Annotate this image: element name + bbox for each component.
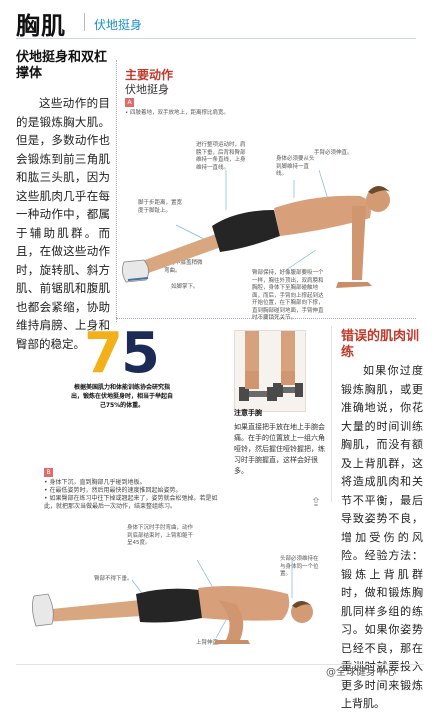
- header-rule: [16, 38, 416, 39]
- header-separator: [84, 13, 85, 31]
- main-action-subtitle: 伏地挺身: [125, 83, 169, 96]
- share-icon[interactable]: ⇪: [311, 495, 322, 509]
- pushup-bottom-figure: [32, 560, 313, 644]
- annotation-feet: 脚于步距离，置宽度于脚趾上。: [138, 200, 183, 214]
- shoe: [122, 259, 149, 283]
- page-subtitle: 伏地挺身: [94, 18, 143, 32]
- annotation-head: 头部必须维持在与身体同一个位置。: [280, 556, 319, 577]
- wrist-tip-photo: [234, 330, 306, 412]
- section-divider-vertical: [116, 60, 117, 322]
- column-divider: [331, 326, 332, 502]
- legs: [134, 234, 224, 276]
- intro-body: 这些动作的目的是锻炼胸大肌。但是，多数动作也会锻炼到前三角肌和肱三头肌，因为这些…: [16, 96, 110, 351]
- arm: [352, 206, 366, 280]
- dumbbell-photo: [239, 331, 303, 401]
- torso: [274, 195, 371, 236]
- wrong-training-body: 如果你过度锻炼胸肌，或更准确地说，你花大量的时间训练胸肌，而没有额及上背肌群，这…: [341, 364, 423, 710]
- watermark: @全球健身中心: [326, 667, 396, 678]
- annotation-arms: 手臂必须伸直。: [314, 150, 353, 156]
- stat-description: 根据美国肌力和体能训练协会研究指出，锻炼在伏地挺身时，相当于举起自己75%的体重…: [70, 384, 173, 409]
- step-b-badge: B: [44, 468, 53, 477]
- wrong-training-title: 错误的肌肉训练: [341, 329, 420, 360]
- main-action-title: 主要动作: [125, 68, 174, 82]
- shorts-b: [136, 588, 202, 623]
- annotation-upper-arm: 上臂伸直。: [196, 640, 224, 646]
- stat-digit-five: 5: [120, 321, 160, 386]
- section-divider-horizontal: [116, 318, 416, 319]
- pushup-top-figure: [122, 170, 390, 288]
- annotation-body-line: 身体必须要从头到脚维持一直线。: [276, 156, 315, 177]
- wrist-tip-body: 如果直接把手放在地上手腕会痛。在手的位置放上一组六角哑铃，然后握住哑铃握把，练习…: [234, 423, 325, 475]
- annotation-knees: 运动中膝盖稍微弯曲。: [164, 260, 203, 274]
- annotation-toes: 如脚掌下。: [171, 284, 199, 290]
- annotation-movement: 臀部保持，好像腹部要吸一个一样，胸往外顶出，双肩膀和胸腔，身体下至胸部碰触地面，…: [252, 270, 324, 321]
- page-title: 胸肌: [16, 12, 66, 40]
- step-b-item: • 在最低姿势时，然后用最快的速度推回起始姿势。: [44, 487, 182, 494]
- wrist-tip: 注意手腕 如果直接把手放在地上手腕会痛。在手的位置放上一组六角哑铃，然后握住哑铃…: [234, 408, 326, 477]
- legs-b: [42, 600, 142, 622]
- shorts: [212, 210, 280, 252]
- stat-number: 75: [84, 326, 160, 382]
- intro-heading: 伏地挺身和双杠撑体: [16, 50, 108, 81]
- wrist-tip-title: 注意手腕: [234, 409, 262, 417]
- stat-digit-seven: 7: [84, 321, 123, 386]
- shoe-b: [32, 593, 54, 627]
- step-b-item: • 如果臀部在练习中往下掉或翘起来了，姿势就会松弛掉。若是如此，就把那次当做最后…: [44, 495, 218, 510]
- step-b-item: • 身体下沉，直到胸部几乎碰到地板。: [44, 479, 146, 486]
- intro-column: 伏地挺身和双杠撑体 这些动作的目的是锻炼胸大肌。但是，多数动作也会锻炼到前三角肌…: [16, 50, 110, 353]
- arm-b: [218, 600, 244, 640]
- torso-b: [198, 586, 290, 621]
- step-a-badge: A: [125, 98, 134, 107]
- step-b-list: • 身体下沉，直到胸部几乎碰到地板。 • 在最低姿势时，然后用最快的速度推回起始…: [44, 479, 224, 511]
- annotation-hips: 臀部不得下垂。: [94, 576, 133, 582]
- annotation-shoulders: 进行整项运动时，肩膀下垂，后背和臀部维持一条直线，上身维持一直线。: [196, 142, 246, 171]
- step-a-intro: • 四肢着地，双手放地上，距离撑比肩宽。: [125, 110, 229, 116]
- footer-rule: [16, 664, 424, 665]
- annotation-elbow: 身体下沉时手肘弯曲，动作到底部结束时，上臂和躯干呈45度。: [127, 525, 194, 546]
